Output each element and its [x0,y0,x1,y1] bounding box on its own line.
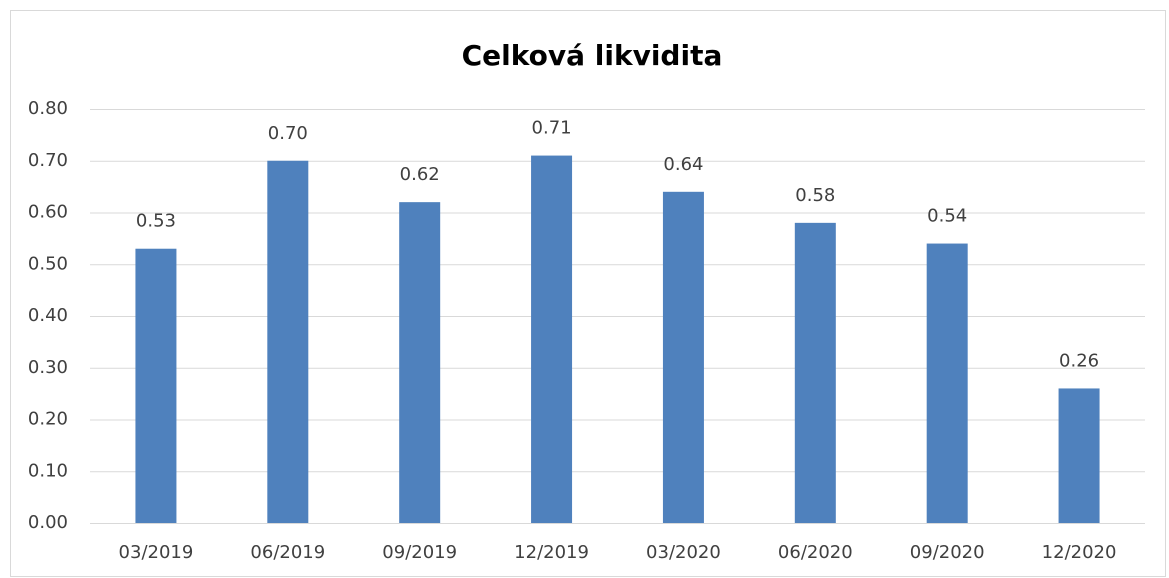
data-label: 0.64 [663,154,703,175]
bar [399,202,441,523]
bar [135,248,177,523]
chart-border [10,10,1166,577]
y-tick-label: 0.60 [28,202,68,223]
bar [531,155,573,523]
bar [794,222,836,523]
data-label: 0.53 [136,211,176,232]
bar [926,243,968,524]
y-tick-label: 0.10 [28,460,68,481]
y-tick-label: 0.20 [28,409,68,430]
x-tick-label: 03/2019 [119,542,194,563]
y-tick-label: 0.70 [28,150,68,171]
y-tick-label: 0.00 [28,512,68,533]
bar [267,160,309,523]
x-tick-label: 12/2019 [514,542,589,563]
y-tick-label: 0.80 [28,98,68,119]
data-label: 0.54 [927,206,967,227]
y-tick-label: 0.40 [28,305,68,326]
data-label: 0.58 [795,185,835,206]
data-label: 0.71 [532,118,572,139]
x-tick-label: 03/2020 [646,542,721,563]
x-tick-label: 09/2020 [910,542,985,563]
chart-title: Celková likvidita [462,39,723,72]
y-tick-label: 0.30 [28,357,68,378]
bar [1058,388,1100,523]
data-label: 0.62 [400,164,440,185]
data-label: 0.26 [1059,350,1099,371]
x-tick-label: 12/2020 [1042,542,1117,563]
x-tick-label: 06/2019 [250,542,325,563]
y-tick-label: 0.50 [28,253,68,274]
bar [662,191,704,524]
x-tick-label: 06/2020 [778,542,853,563]
x-tick-label: 09/2019 [382,542,457,563]
data-label: 0.70 [268,123,308,144]
